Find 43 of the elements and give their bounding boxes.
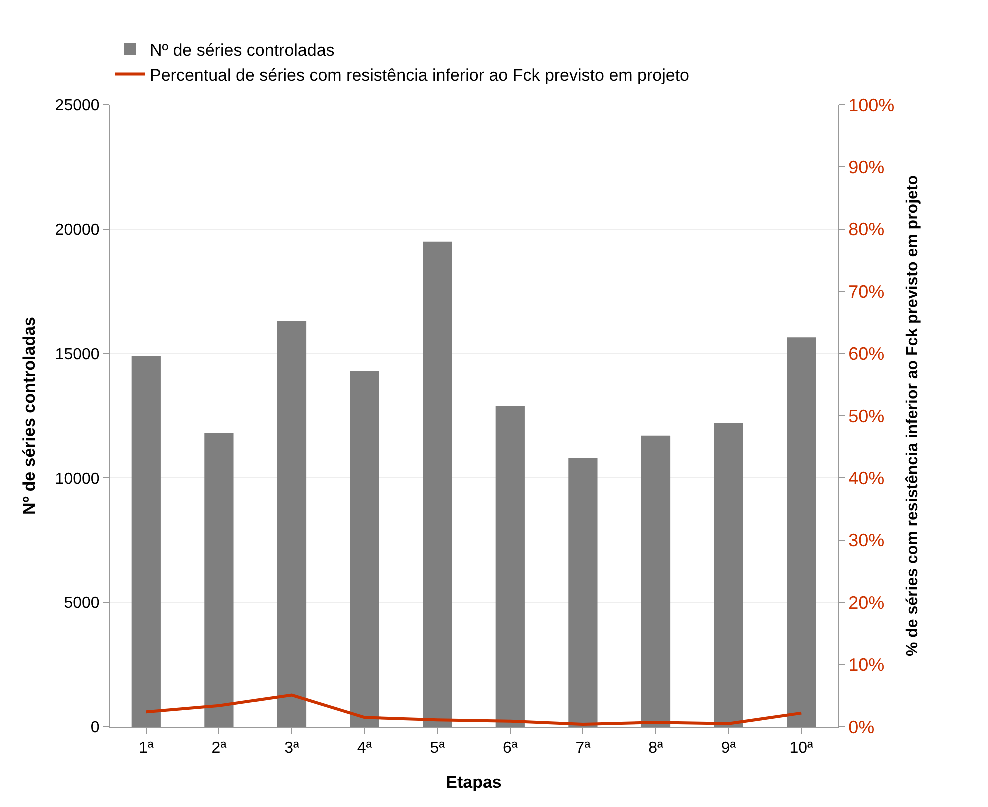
- x-tick-label: 4ª: [357, 740, 372, 758]
- y2-tick-label: 50%: [848, 406, 885, 426]
- y2-tick-label: 60%: [848, 344, 885, 364]
- y2-tick-label: 100%: [848, 95, 895, 116]
- bar: [277, 321, 307, 727]
- y2-tick-label: 10%: [848, 655, 885, 676]
- x-tick-label: 1ª: [138, 740, 154, 758]
- x-tick-label: 10ª: [790, 740, 814, 758]
- x-tick-label: 2ª: [212, 740, 227, 758]
- x-tick-label: 3ª: [284, 740, 300, 758]
- bar: [641, 436, 671, 727]
- bar: [714, 423, 744, 727]
- y-tick-label: 0: [90, 720, 100, 737]
- y-tick-label: 15000: [55, 346, 100, 364]
- y2-axis-title: % de séries com resistência inferior ao Fck previsto em projeto: [904, 175, 922, 657]
- bar: [568, 458, 598, 727]
- bar: [350, 371, 380, 727]
- x-axis-title: Etapas: [446, 773, 502, 792]
- y-tick-label: 10000: [55, 470, 100, 488]
- x-tick-label: 7ª: [576, 740, 591, 758]
- y2-tick-label: 90%: [848, 158, 885, 178]
- bar: [132, 356, 161, 727]
- y2-tick-label: 70%: [848, 282, 885, 302]
- x-tick-label: 6ª: [502, 740, 518, 758]
- x-tick-label: 9ª: [721, 740, 736, 758]
- y2-tick-label: 80%: [848, 220, 885, 240]
- y-tick-label: 20000: [55, 222, 100, 239]
- bar: [423, 242, 452, 727]
- y-axis-title: Nº de séries controladas: [20, 316, 39, 516]
- line-series: [144, 694, 804, 726]
- y-tick-label: 5000: [64, 595, 100, 612]
- bar: [496, 406, 525, 727]
- y2-tick-label: 30%: [848, 530, 885, 551]
- legend-label: Nº de séries controladas: [150, 40, 335, 60]
- x-tick-label: 5ª: [430, 740, 446, 758]
- bar: [787, 338, 816, 727]
- y2-tick-label: 40%: [848, 468, 885, 488]
- bar: [204, 433, 234, 727]
- x-tick-label: 8ª: [648, 740, 664, 758]
- y-tick-label: 25000: [55, 98, 100, 115]
- y2-tick-label: 0%: [848, 717, 875, 738]
- legend-label: Percentual de séries com resistência inferior ao Fck previsto em projeto: [150, 66, 690, 85]
- y2-tick-label: 20%: [848, 592, 885, 613]
